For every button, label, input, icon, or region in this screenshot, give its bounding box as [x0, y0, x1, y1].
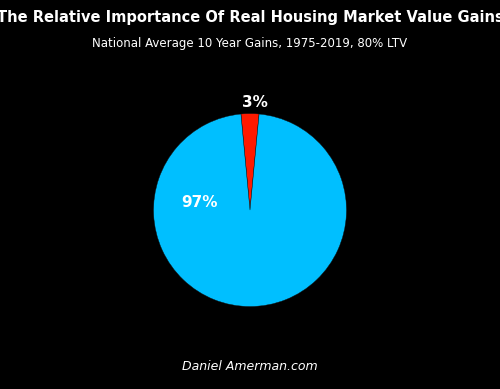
- Text: Daniel Amerman.com: Daniel Amerman.com: [182, 361, 318, 373]
- Text: National Average 10 Year Gains, 1975-2019, 80% LTV: National Average 10 Year Gains, 1975-201…: [92, 37, 407, 50]
- Text: 3%: 3%: [242, 95, 268, 110]
- Text: 97%: 97%: [182, 195, 218, 210]
- Text: The Relative Importance Of Real Housing Market Value Gains: The Relative Importance Of Real Housing …: [0, 10, 500, 25]
- Wedge shape: [154, 114, 346, 307]
- Wedge shape: [241, 114, 259, 210]
